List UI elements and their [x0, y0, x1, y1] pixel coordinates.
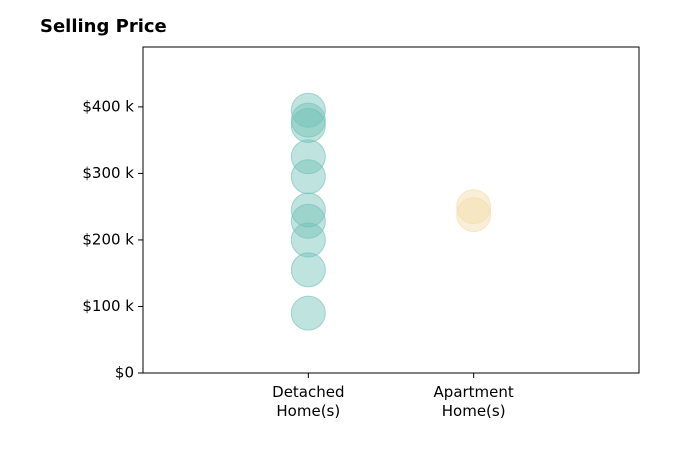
y-axis: $0 $100 k $200 k $300 k $400 k — [82, 97, 143, 382]
x-tick-label: Detached Home(s) — [272, 383, 344, 420]
x-axis: Detached Home(s) Apartment Home(s) — [272, 373, 514, 420]
data-point — [456, 197, 492, 233]
data-point — [290, 102, 326, 138]
data-point — [290, 108, 326, 144]
points-layer — [290, 92, 492, 331]
y-tick-label: $400 k — [82, 97, 134, 115]
data-point — [290, 203, 326, 239]
data-point — [290, 139, 326, 175]
data-point — [290, 192, 326, 228]
data-point — [290, 222, 326, 258]
data-point — [290, 159, 326, 195]
data-point — [290, 92, 326, 128]
data-point — [290, 252, 326, 288]
x-tick-label: Apartment Home(s) — [434, 383, 514, 420]
chart-title: Selling Price — [40, 16, 167, 37]
y-tick-label: $300 k — [82, 164, 134, 182]
data-point — [456, 189, 492, 225]
plot-frame — [142, 46, 640, 374]
y-tick-label: $200 k — [82, 230, 134, 248]
y-tick-label: $100 k — [82, 297, 134, 315]
y-tick-label: $0 — [115, 364, 134, 382]
data-point — [290, 295, 326, 331]
